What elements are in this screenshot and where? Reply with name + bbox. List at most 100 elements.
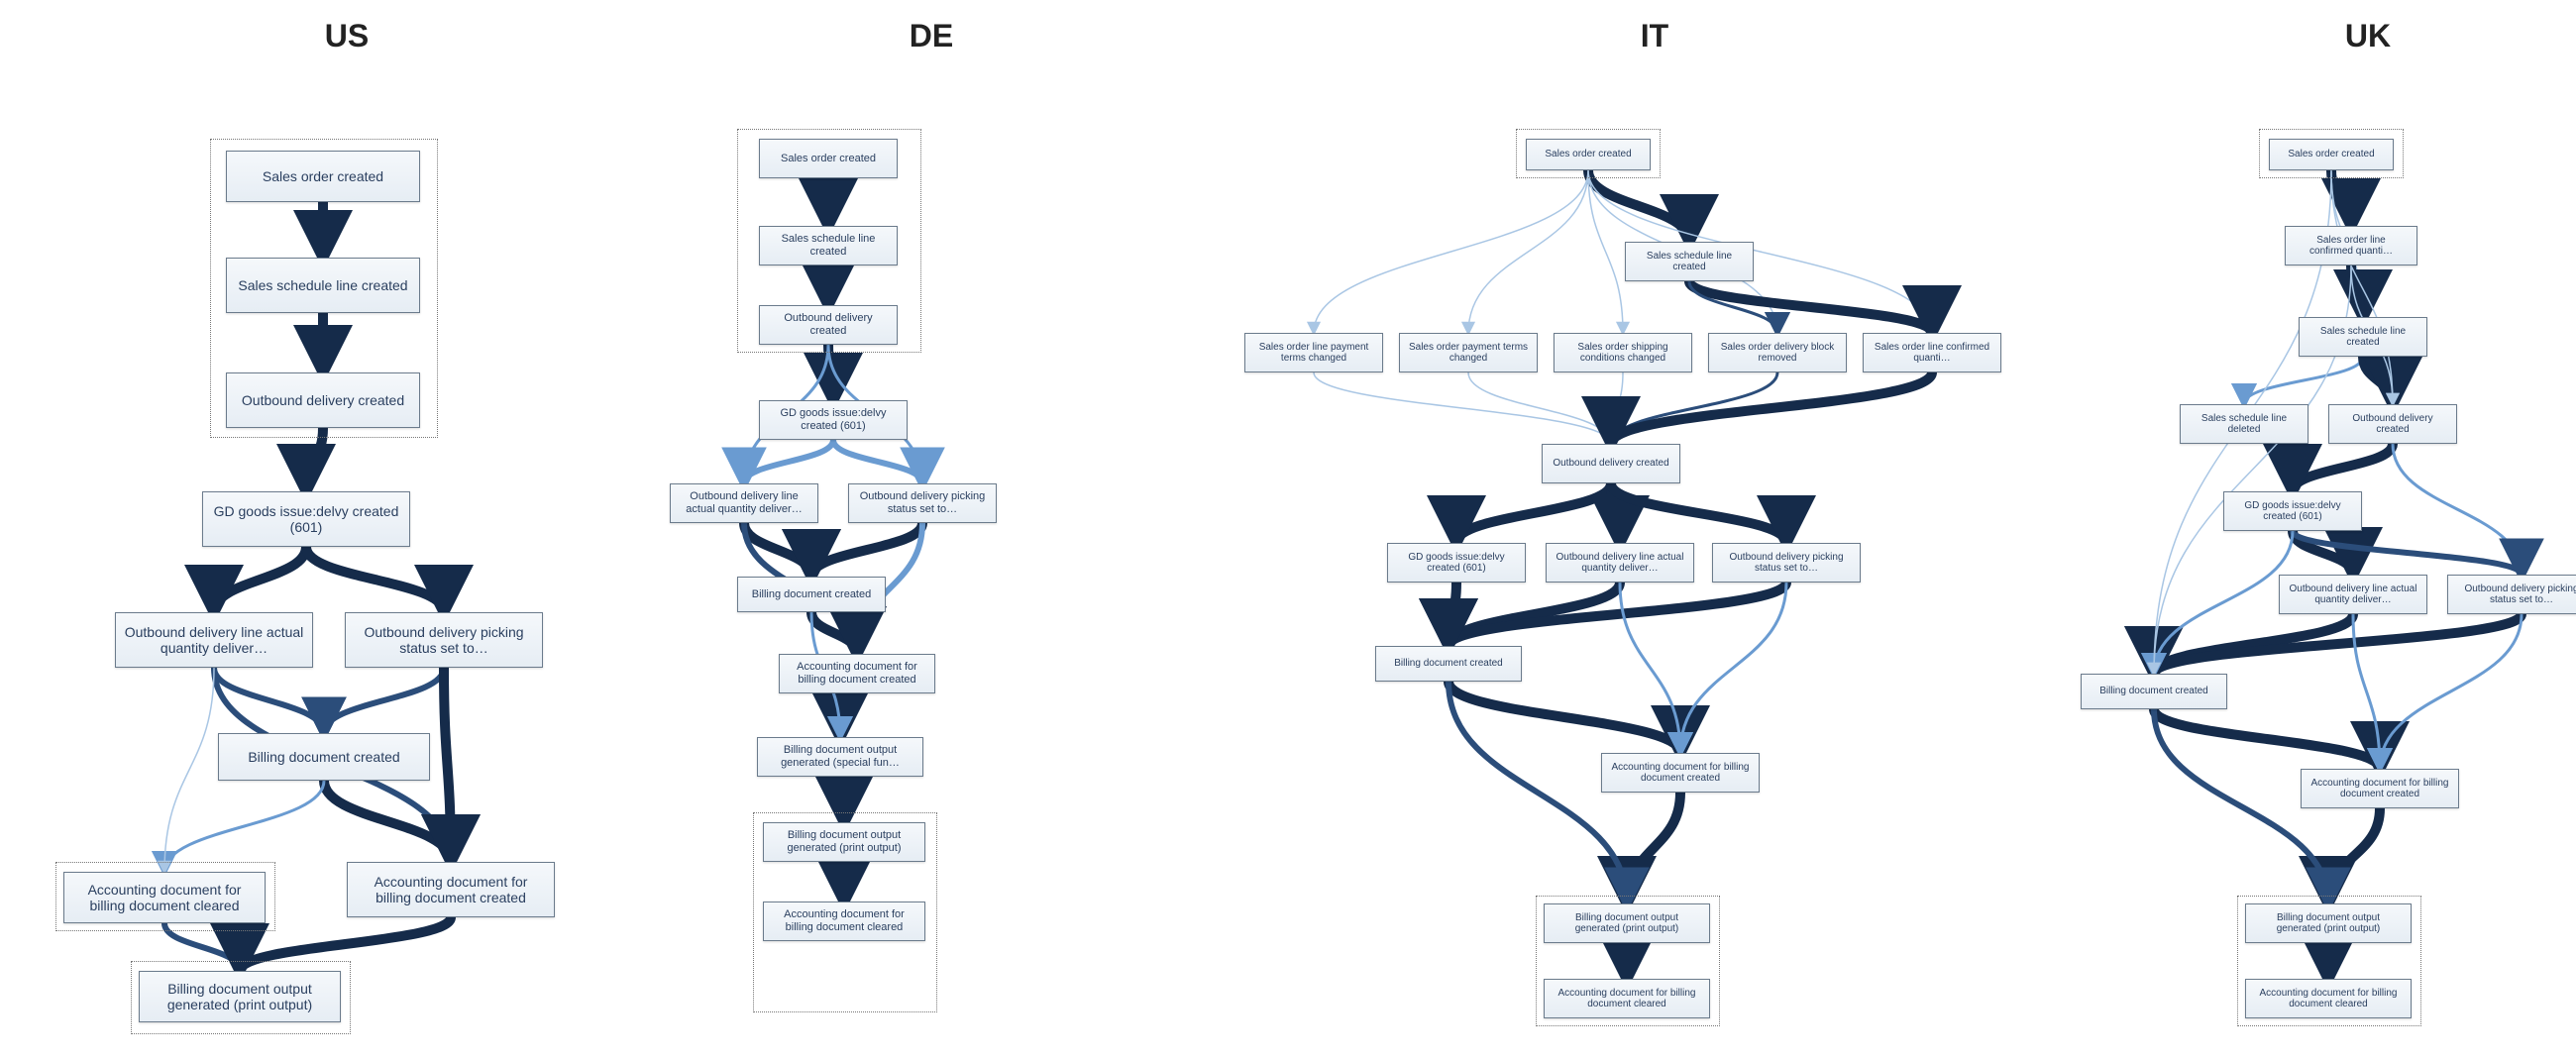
flow-edge xyxy=(2154,531,2293,674)
flow-node-uk_n6[interactable]: Outbound delivery picking status set to… xyxy=(2447,575,2576,614)
flow-node-it_e2[interactable]: Sales order payment terms changed xyxy=(1399,333,1538,372)
flow-edge xyxy=(2331,170,2393,404)
flow-edge xyxy=(1611,372,1777,444)
flow-edge xyxy=(811,612,857,654)
flow-edge xyxy=(2353,614,2380,769)
flow-node-uk_n7[interactable]: Billing document created xyxy=(2081,674,2227,709)
flow-node-uk_n3[interactable]: Outbound delivery created xyxy=(2328,404,2457,444)
flow-edge xyxy=(2328,808,2380,903)
column-title-us: US xyxy=(149,18,545,54)
flow-node-it_n4[interactable]: GD goods issue:delvy created (601) xyxy=(1387,543,1526,583)
column-title-uk: UK xyxy=(2170,18,2566,54)
flow-edge xyxy=(214,547,306,612)
flow-edge xyxy=(164,668,214,872)
flow-node-us_n10[interactable]: Billing document output generated (print… xyxy=(139,971,341,1022)
flow-edge xyxy=(1620,583,1680,753)
flow-node-it_n8[interactable]: Accounting document for billing document… xyxy=(1601,753,1760,793)
flow-node-uk_n2[interactable]: Sales schedule line created xyxy=(2299,317,2427,357)
flow-edge xyxy=(214,668,324,733)
flow-edge xyxy=(1588,170,1623,333)
flow-edge xyxy=(1449,583,1786,646)
flow-edge xyxy=(1314,372,1611,444)
flow-edge xyxy=(306,428,323,491)
flow-edge xyxy=(1689,281,1932,333)
flow-node-us_n7[interactable]: Billing document created xyxy=(218,733,430,781)
flow-node-de_n6[interactable]: Outbound delivery picking status set to… xyxy=(848,483,997,523)
flow-node-it_e1[interactable]: Sales order line payment terms changed xyxy=(1244,333,1383,372)
flow-edge xyxy=(2393,444,2522,575)
flow-edge xyxy=(1689,281,1777,333)
flow-node-de_n1[interactable]: Sales order created xyxy=(759,139,898,178)
flow-node-de_n7[interactable]: Billing document created xyxy=(737,577,886,612)
flow-edge xyxy=(1449,682,1680,753)
flow-node-it_n3[interactable]: Outbound delivery created xyxy=(1542,444,1680,483)
flow-node-us_n6[interactable]: Outbound delivery picking status set to… xyxy=(345,612,543,668)
flow-node-it_n7[interactable]: Billing document created xyxy=(1375,646,1522,682)
flow-edge xyxy=(840,777,844,822)
flow-node-de_n2[interactable]: Sales schedule line created xyxy=(759,226,898,265)
flow-edge xyxy=(306,547,444,612)
flow-node-it_n1[interactable]: Sales order created xyxy=(1526,139,1651,170)
flow-edge xyxy=(744,523,811,577)
flow-node-it_n9[interactable]: Billing document output generated (print… xyxy=(1544,903,1710,943)
flow-edge xyxy=(1611,372,1623,444)
flow-node-it_e3[interactable]: Sales order shipping conditions changed xyxy=(1554,333,1692,372)
flow-edge xyxy=(2351,265,2363,317)
flow-node-uk_e6[interactable]: Sales schedule line deleted xyxy=(2180,404,2308,444)
flow-node-uk_n1[interactable]: Sales order created xyxy=(2269,139,2394,170)
flow-edge xyxy=(1627,793,1680,903)
flow-node-us_n9[interactable]: Accounting document for billing document… xyxy=(347,862,555,917)
flow-node-uk_n4[interactable]: GD goods issue:delvy created (601) xyxy=(2223,491,2362,531)
flow-node-uk_n8[interactable]: Accounting document for billing document… xyxy=(2301,769,2459,808)
flow-node-it_n5[interactable]: Outbound delivery line actual quantity d… xyxy=(1546,543,1694,583)
flow-edge xyxy=(2293,444,2393,491)
flow-node-de_n5[interactable]: Outbound delivery line actual quantity d… xyxy=(670,483,818,523)
flow-node-de_n8[interactable]: Accounting document for billing document… xyxy=(779,654,935,693)
flow-edge xyxy=(2154,614,2522,674)
flow-node-de_n10[interactable]: Billing document output generated (print… xyxy=(763,822,925,862)
flow-node-it_e4[interactable]: Sales order delivery block removed xyxy=(1708,333,1847,372)
flow-edge xyxy=(164,781,324,872)
flow-node-it_n6[interactable]: Outbound delivery picking status set to… xyxy=(1712,543,1861,583)
flow-node-de_n11[interactable]: Accounting document for billing document… xyxy=(763,902,925,941)
flow-node-us_n8[interactable]: Accounting document for billing document… xyxy=(63,872,266,923)
flow-edge xyxy=(833,440,922,483)
flow-node-us_n4[interactable]: GD goods issue:delvy created (601) xyxy=(202,491,410,547)
flow-node-uk_e5[interactable]: Sales order line confirmed quanti… xyxy=(2285,226,2417,265)
flow-node-us_n2[interactable]: Sales schedule line created xyxy=(226,258,420,313)
flow-edge xyxy=(828,345,833,400)
flow-node-uk_n5[interactable]: Outbound delivery line actual quantity d… xyxy=(2279,575,2427,614)
flow-edge xyxy=(324,781,451,862)
flow-edge xyxy=(1449,583,1456,646)
flow-edge xyxy=(1468,170,1588,333)
flow-node-uk_n10[interactable]: Accounting document for billing document… xyxy=(2245,979,2412,1018)
flow-edge xyxy=(840,693,857,737)
flow-node-us_n3[interactable]: Outbound delivery created xyxy=(226,372,420,428)
flow-edge xyxy=(1468,372,1611,444)
flow-edge xyxy=(1449,583,1620,646)
flow-edge xyxy=(2154,709,2380,769)
flow-edge xyxy=(1611,483,1620,543)
flow-node-uk_n9[interactable]: Billing document output generated (print… xyxy=(2245,903,2412,943)
flow-node-it_e5[interactable]: Sales order line confirmed quanti… xyxy=(1863,333,2001,372)
flow-edge xyxy=(2244,357,2363,404)
flow-node-us_n1[interactable]: Sales order created xyxy=(226,151,420,202)
flow-edge xyxy=(1449,682,1627,903)
flow-edge xyxy=(1611,372,1932,444)
flow-node-us_n5[interactable]: Outbound delivery line actual quantity d… xyxy=(115,612,313,668)
flow-node-it_n10[interactable]: Accounting document for billing document… xyxy=(1544,979,1710,1018)
flow-edge xyxy=(1588,170,1689,242)
flow-edge xyxy=(2331,170,2351,226)
flow-edge xyxy=(164,923,240,971)
flow-edge xyxy=(1314,170,1588,333)
flow-node-it_n2[interactable]: Sales schedule line created xyxy=(1625,242,1754,281)
flow-edge xyxy=(2154,614,2353,674)
flow-node-de_n4[interactable]: GD goods issue:delvy created (601) xyxy=(759,400,908,440)
flow-edge xyxy=(811,523,922,577)
flow-edge xyxy=(2380,614,2522,769)
flow-node-de_n9[interactable]: Billing document output generated (speci… xyxy=(757,737,923,777)
flow-node-de_n3[interactable]: Outbound delivery created xyxy=(759,305,898,345)
flow-edge xyxy=(2293,531,2522,575)
flow-edge xyxy=(1456,483,1611,543)
flow-edge xyxy=(324,668,444,733)
